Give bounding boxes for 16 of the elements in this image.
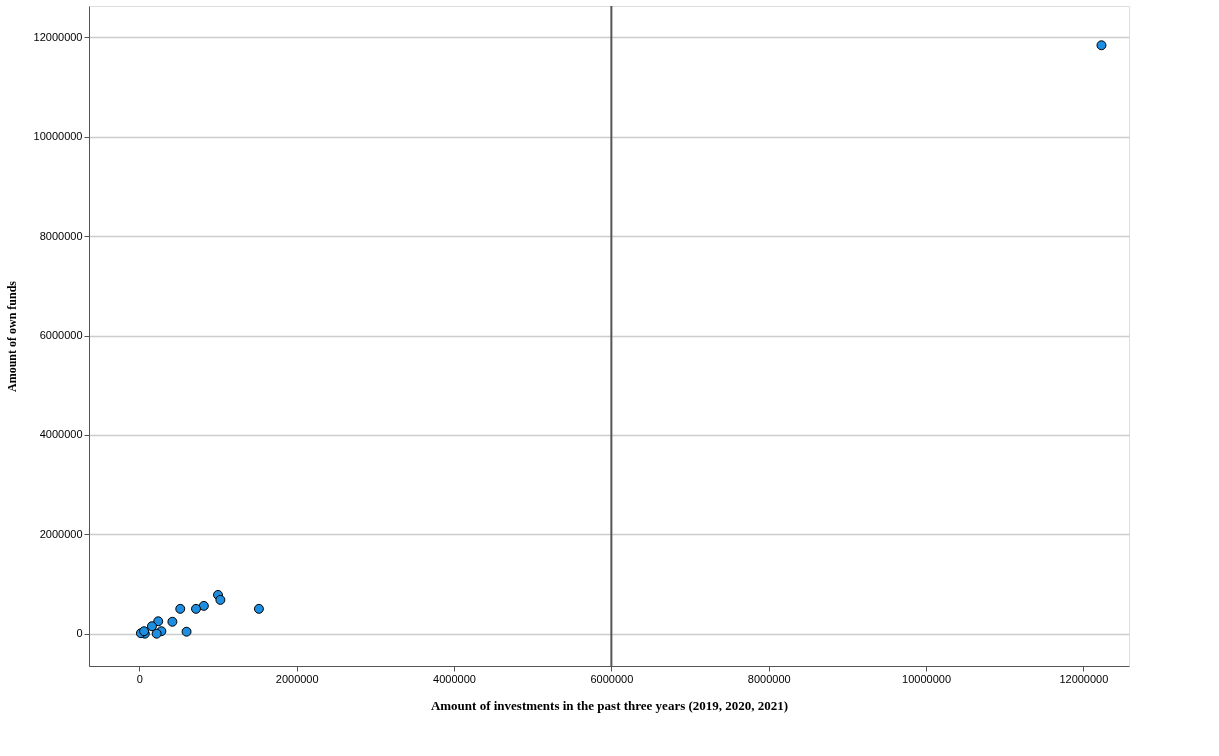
x-tick-label: 0 xyxy=(136,672,143,685)
x-tick-label: 2000000 xyxy=(275,672,319,685)
x-tick-label: 8000000 xyxy=(747,672,791,685)
y-tick-label: 0 xyxy=(76,627,83,640)
x-tick-label: 4000000 xyxy=(433,672,476,685)
x-tick-label: 10000000 xyxy=(902,672,952,685)
y-tick-label: 10000000 xyxy=(33,130,83,143)
x-tick-label: 6000000 xyxy=(590,672,634,685)
y-tick-label: 8000000 xyxy=(39,229,83,242)
x-tick-label: 12000000 xyxy=(1059,672,1109,685)
x-axis-title: Amount of investments in the past three years (2019, 2020, 2021) xyxy=(430,697,789,713)
y-tick-label: 12000000 xyxy=(33,30,83,43)
y-tick-label: 6000000 xyxy=(39,329,83,341)
y-tick-label: 2000000 xyxy=(39,527,83,540)
y-axis-title: Amount of own funds xyxy=(4,280,19,393)
y-tick-label: 4000000 xyxy=(39,428,83,441)
